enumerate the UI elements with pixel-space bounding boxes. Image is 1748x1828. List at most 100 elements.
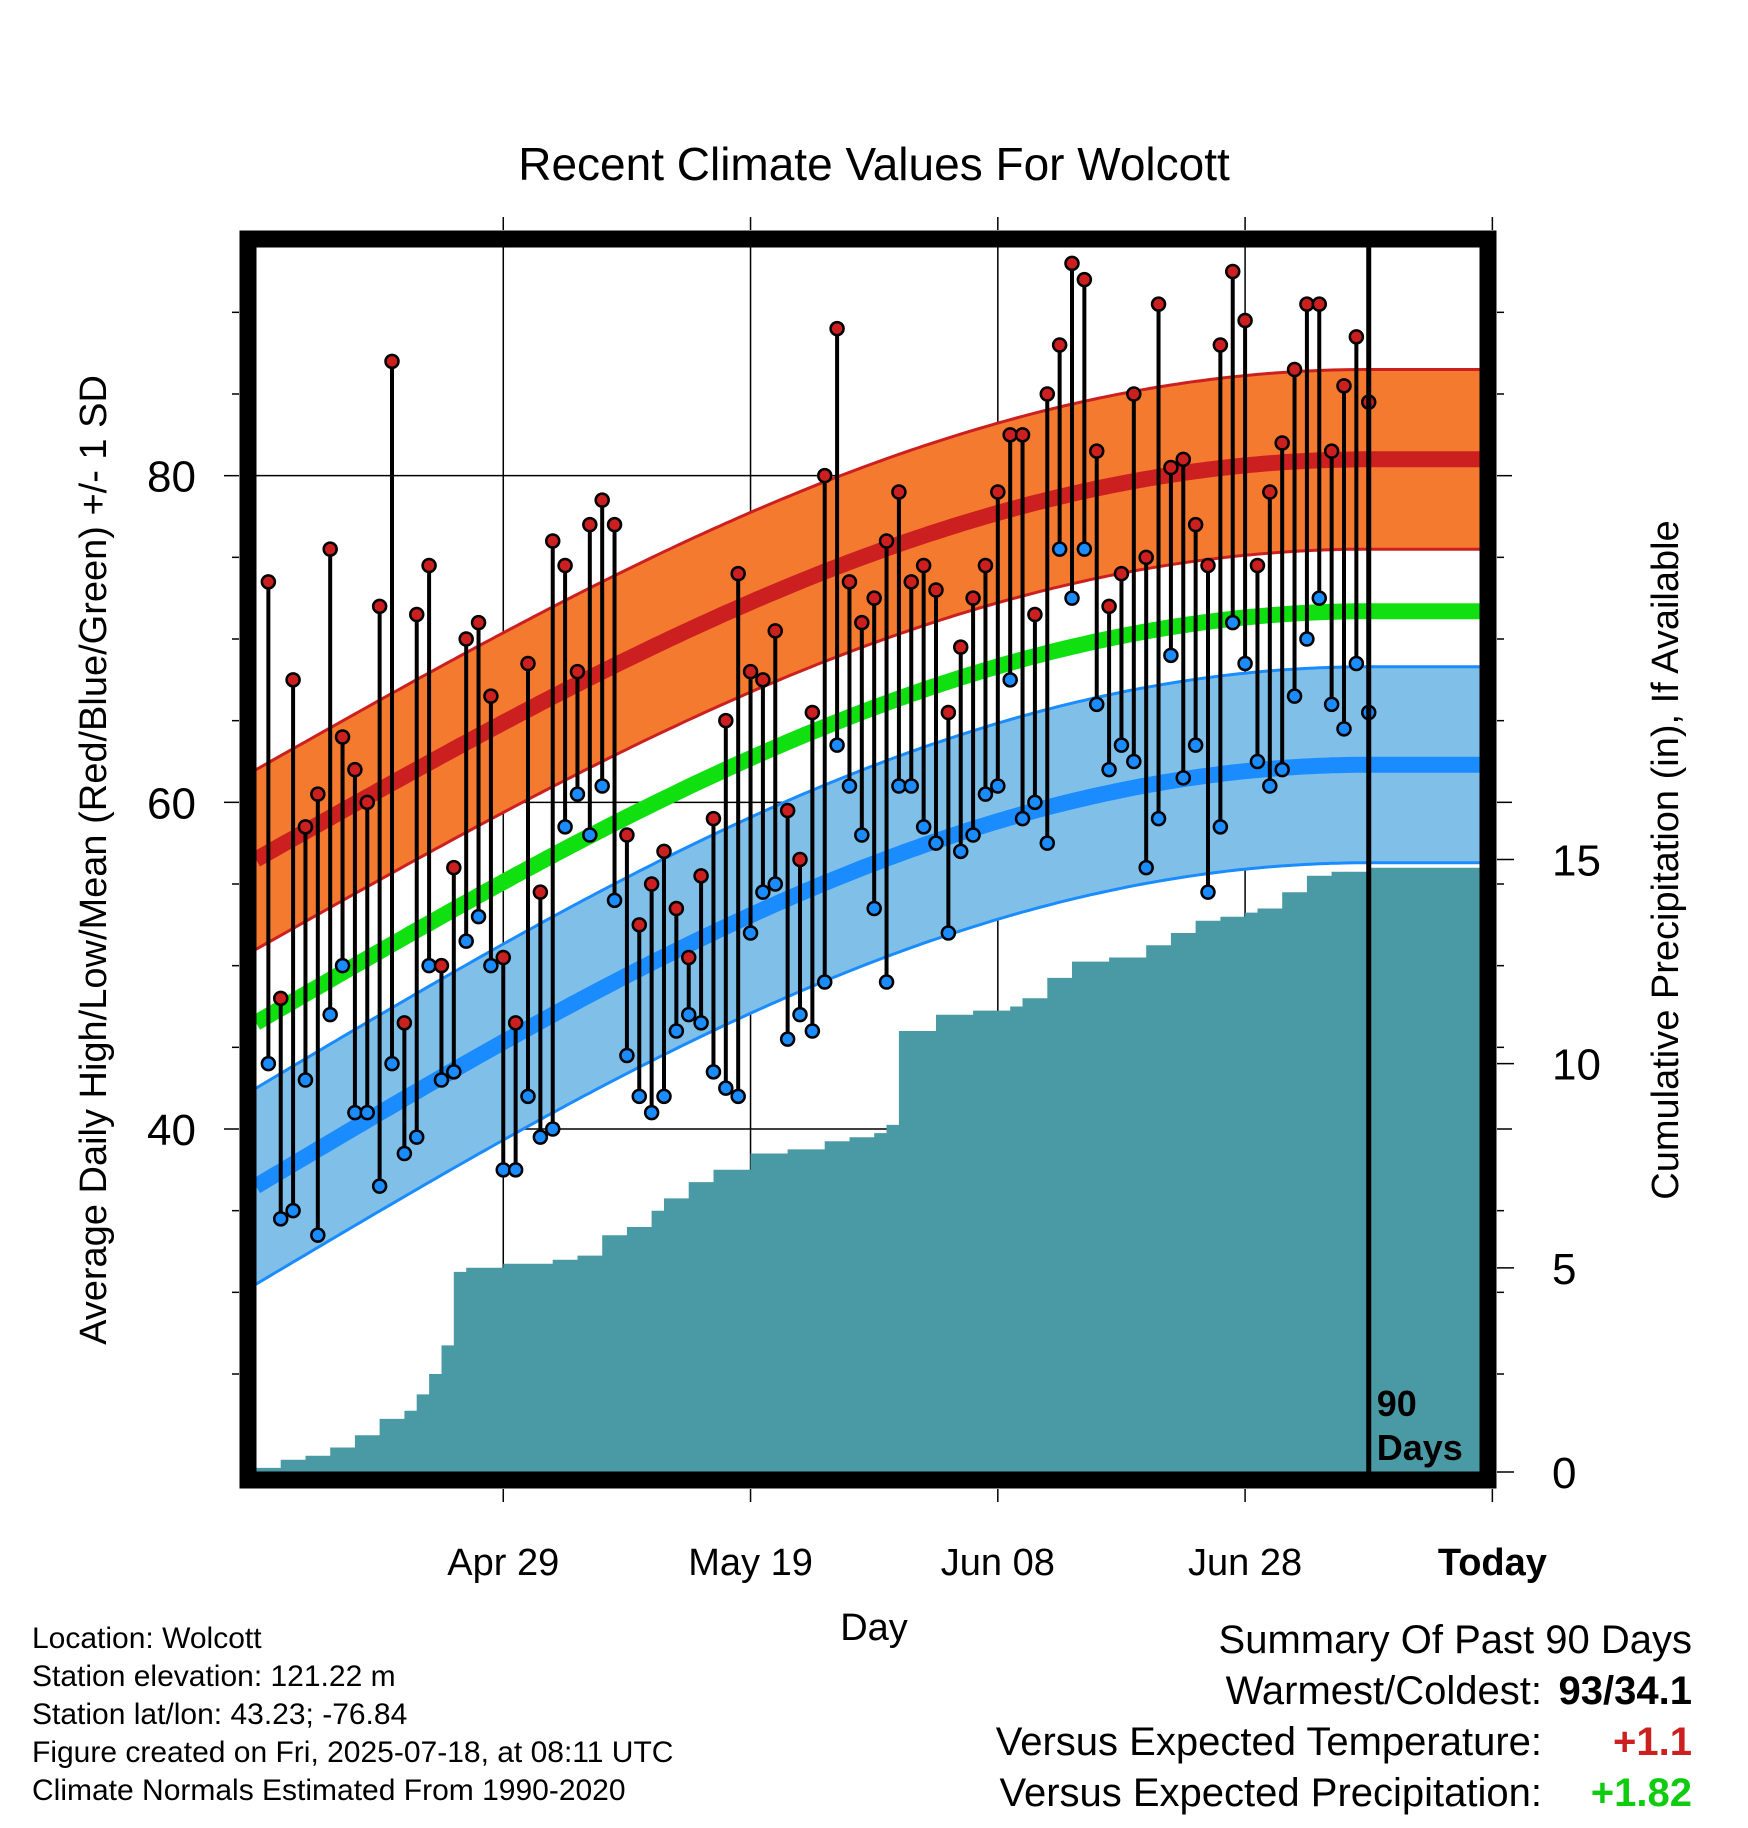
daily-high-point <box>1051 337 1068 353</box>
y2-tick-label: 15 <box>1552 837 1601 886</box>
daily-high-point <box>1299 296 1315 312</box>
x-tick-label: May 19 <box>688 1542 813 1584</box>
daily-bars <box>266 263 1371 1236</box>
daily-high-point <box>1175 451 1192 468</box>
warmest-value: 93/34.1 <box>1558 1669 1692 1713</box>
normals-text: Climate Normals Estimated From 1990-2020 <box>32 1774 626 1807</box>
daily-low-point <box>977 786 994 802</box>
precip-anomaly-label: Versus Expected Precipitation: <box>999 1771 1542 1815</box>
daily-high-point <box>260 574 277 590</box>
daily-low-point <box>1262 778 1278 794</box>
daily-low-point <box>371 1178 388 1194</box>
daily-high-point <box>965 590 981 606</box>
daily-high-point <box>272 990 289 1007</box>
daily-high-point <box>854 614 870 631</box>
text-labels: Recent Climate Values For Wolcott Apr 29 M… <box>73 138 1687 1649</box>
daily-low-point <box>569 786 586 802</box>
daily-low-point <box>1249 753 1266 770</box>
daily-high-point <box>1014 427 1031 443</box>
daily-low-point <box>544 1121 561 1137</box>
daily-low-point <box>260 1055 277 1072</box>
daily-low-point <box>483 957 499 974</box>
daily-low-point <box>940 925 957 941</box>
high-sd-band <box>256 369 1480 950</box>
daily-low-point <box>866 900 882 917</box>
daily-high-point <box>841 574 858 590</box>
location-text: Location: Wolcott <box>32 1622 262 1655</box>
daily-high-point <box>310 786 326 802</box>
daily-high-point <box>866 590 882 606</box>
daily-high-point <box>371 598 388 615</box>
daily-high-point <box>297 819 314 835</box>
daily-low-point <box>1064 590 1080 606</box>
low-band-lower-edge <box>255 861 1480 1286</box>
daily-low-point <box>520 1088 536 1105</box>
daily-high-point <box>1187 516 1204 533</box>
daily-high-point <box>1323 443 1340 459</box>
daily-high-point <box>1348 329 1365 345</box>
daily-low-point <box>1088 696 1105 713</box>
daily-high-point <box>915 557 932 574</box>
daily-high-point <box>1002 427 1018 443</box>
daily-high-point <box>1163 459 1179 476</box>
daily-low-point <box>359 1104 376 1121</box>
daily-high-point <box>767 623 784 639</box>
daily-high-point <box>1274 435 1290 451</box>
station-info: Location: Wolcott Station elevation: 121… <box>32 1620 673 1810</box>
x-tick-label: Jun 08 <box>941 1542 1055 1584</box>
daily-low-point <box>1163 647 1179 664</box>
daily-high-point <box>458 631 474 647</box>
daily-low-point <box>1336 721 1352 737</box>
daily-low-point <box>1027 794 1043 811</box>
daily-low-point <box>1212 819 1229 835</box>
daily-high-point <box>1237 312 1253 329</box>
daily-low-point <box>767 876 784 892</box>
daily-low-point <box>619 1047 635 1064</box>
temp-anomaly-label: Versus Expected Temperature: <box>995 1720 1542 1764</box>
daily-low-point <box>829 737 845 753</box>
daily-high-point <box>520 655 536 672</box>
daily-high-point <box>569 663 586 680</box>
daily-high-point <box>408 606 425 623</box>
daily-low-point <box>408 1129 425 1145</box>
daily-low-point <box>1224 614 1241 631</box>
x-tick-label: Jun 28 <box>1188 1542 1302 1584</box>
daily-low-point <box>594 778 610 794</box>
warmest-label: Warmest/Coldest: <box>1225 1669 1542 1713</box>
daily-low-point <box>384 1055 400 1072</box>
daily-low-point <box>322 1006 338 1023</box>
today-marker-line1: 90 <box>1377 1383 1417 1424</box>
daily-high-point <box>532 884 549 900</box>
daily-high-point <box>928 582 944 598</box>
y2-tick-label: 0 <box>1552 1449 1576 1498</box>
daily-high-point <box>470 614 487 631</box>
daily-high-point <box>792 851 808 868</box>
daily-low-point <box>903 778 920 794</box>
daily-high-point <box>730 565 746 582</box>
daily-points <box>260 255 1377 1243</box>
daily-high-point <box>891 484 907 500</box>
daily-high-point <box>1126 386 1142 402</box>
daily-low-point <box>952 843 969 860</box>
daily-low-point <box>297 1072 314 1088</box>
daily-low-point <box>1286 688 1303 704</box>
daily-high-point <box>1027 606 1043 623</box>
daily-high-point <box>878 533 895 549</box>
daily-low-point <box>693 1015 709 1031</box>
daily-low-point <box>285 1202 301 1219</box>
daily-low-point <box>1311 590 1328 606</box>
daily-high-point <box>483 688 499 704</box>
x-axis-label: Day <box>840 1607 908 1649</box>
daily-low-point <box>1299 631 1315 647</box>
daily-high-point <box>582 516 598 533</box>
daily-low-point <box>446 1064 462 1080</box>
latlon-text: Station lat/lon: 43.23; -76.84 <box>32 1698 408 1731</box>
daily-high-point <box>643 876 660 892</box>
daily-low-point <box>841 778 858 794</box>
precipitation-area <box>256 867 1480 1472</box>
daily-low-point <box>1138 859 1154 876</box>
daily-high-point <box>1064 255 1080 272</box>
daily-low-point <box>507 1162 524 1178</box>
today-marker-line2: Days <box>1377 1427 1463 1468</box>
